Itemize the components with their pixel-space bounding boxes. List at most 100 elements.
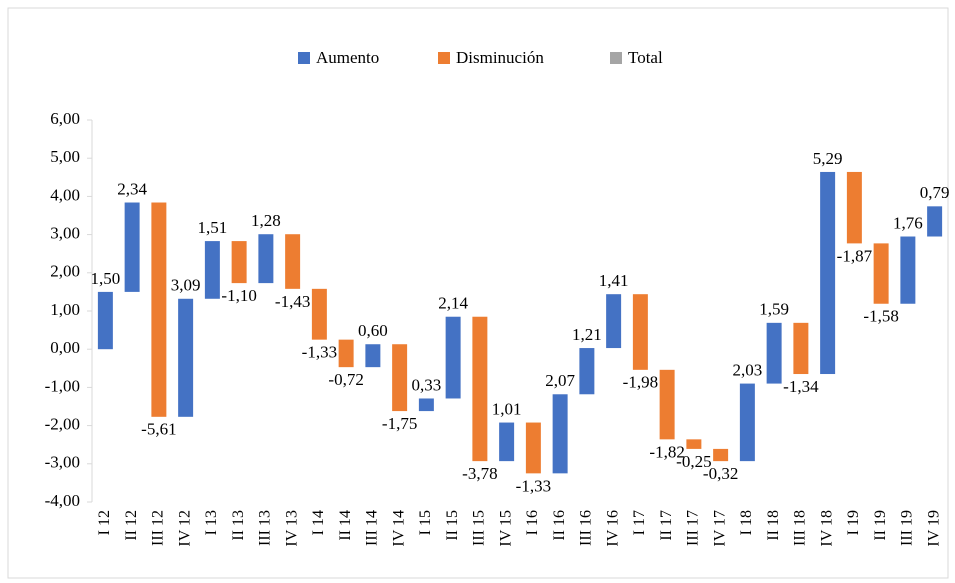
data-label: -1,98 [623, 373, 658, 392]
data-label: -1,87 [837, 246, 873, 265]
data-label: 2,14 [438, 294, 468, 313]
x-tick-label: IV 14 [390, 510, 407, 547]
bar [151, 202, 167, 417]
x-tick-label: III 13 [257, 510, 274, 546]
x-tick-label: III 16 [578, 510, 595, 546]
bar [525, 422, 541, 474]
data-label: 3,09 [171, 276, 201, 295]
legend-label: Disminución [456, 48, 544, 67]
data-label: 5,29 [813, 149, 843, 168]
bar [392, 344, 408, 412]
data-label: -1,43 [275, 292, 310, 311]
bar [873, 243, 889, 304]
bar [713, 448, 729, 462]
chart-border [7, 7, 949, 579]
bar [793, 322, 809, 375]
x-tick-label: IV 12 [176, 510, 193, 547]
bar [606, 294, 622, 349]
bar [927, 206, 943, 237]
bar [311, 288, 327, 340]
data-label: 1,28 [251, 211, 281, 230]
y-tick-label: 4,00 [50, 185, 80, 204]
data-label: -3,78 [462, 464, 497, 483]
data-label: -5,61 [141, 420, 176, 439]
x-tick-label: III 14 [364, 510, 381, 546]
bar [739, 383, 755, 462]
x-tick-label: III 12 [150, 510, 167, 546]
bar [445, 316, 461, 399]
bar [418, 398, 434, 412]
x-tick-label: III 17 [685, 510, 702, 546]
data-label: 0,33 [412, 375, 442, 394]
legend-swatch [298, 52, 310, 64]
y-tick-label: -4,00 [45, 491, 80, 510]
x-tick-label: II 18 [765, 510, 782, 541]
x-tick-label: I 18 [738, 510, 755, 535]
y-tick-label: -1,00 [45, 376, 80, 395]
bar [820, 171, 836, 375]
x-tick-label: IV 18 [818, 510, 835, 547]
legend-label: Total [628, 48, 663, 67]
x-tick-label: I 17 [631, 510, 648, 535]
x-tick-label: II 17 [658, 510, 675, 541]
bar [231, 241, 247, 284]
data-label: -0,25 [676, 452, 711, 471]
x-tick-label: IV 16 [604, 510, 621, 547]
data-label: 2,34 [117, 179, 147, 198]
bar [499, 422, 515, 462]
legend-label: Aumento [316, 48, 379, 67]
y-tick-label: 2,00 [50, 262, 80, 281]
y-tick-label: 3,00 [50, 224, 80, 243]
x-tick-label: I 13 [203, 510, 220, 535]
data-label: -1,33 [516, 476, 551, 495]
data-label: 1,51 [198, 218, 228, 237]
bar [365, 344, 381, 368]
y-tick-label: 6,00 [50, 109, 80, 128]
y-tick-label: -2,00 [45, 415, 80, 434]
y-tick-label: 0,00 [50, 338, 80, 357]
x-tick-label: II 19 [872, 510, 889, 541]
bar [124, 202, 140, 292]
x-tick-label: II 13 [230, 510, 247, 541]
data-label: 1,50 [91, 269, 121, 288]
legend-swatch [438, 52, 450, 64]
bar [178, 298, 194, 417]
data-label: -0,32 [703, 464, 738, 483]
x-tick-label: I 14 [310, 510, 327, 535]
bar [472, 316, 488, 462]
bar [579, 348, 595, 395]
y-tick-label: 5,00 [50, 147, 80, 166]
x-tick-label: IV 17 [711, 510, 728, 547]
data-label: 2,03 [733, 360, 763, 379]
legend-swatch [610, 52, 622, 64]
data-label: 2,07 [545, 371, 575, 390]
data-label: -1,75 [382, 414, 417, 433]
bar [285, 234, 301, 289]
bar [659, 369, 675, 440]
x-tick-label: I 15 [417, 510, 434, 535]
bar [338, 339, 354, 368]
x-tick-label: I 19 [845, 510, 862, 535]
bar [552, 394, 568, 474]
bar [766, 322, 782, 384]
x-tick-label: III 19 [899, 510, 916, 546]
data-label: 1,01 [492, 399, 522, 418]
x-tick-label: II 14 [337, 510, 354, 541]
x-tick-label: III 15 [471, 510, 488, 546]
x-tick-label: I 12 [96, 510, 113, 535]
x-tick-label: IV 13 [283, 510, 300, 547]
x-tick-label: II 12 [123, 510, 140, 541]
data-label: 0,60 [358, 321, 388, 340]
x-tick-label: III 18 [792, 510, 809, 546]
y-tick-label: 1,00 [50, 300, 80, 319]
x-tick-label: II 15 [444, 510, 461, 541]
data-label: 1,41 [599, 271, 629, 290]
x-tick-label: IV 15 [497, 510, 514, 547]
bar [97, 291, 113, 350]
data-label: -1,33 [302, 343, 337, 362]
bar [900, 236, 916, 304]
bar [258, 234, 274, 284]
x-tick-label: II 16 [551, 510, 568, 541]
data-label: 0,79 [920, 183, 950, 202]
